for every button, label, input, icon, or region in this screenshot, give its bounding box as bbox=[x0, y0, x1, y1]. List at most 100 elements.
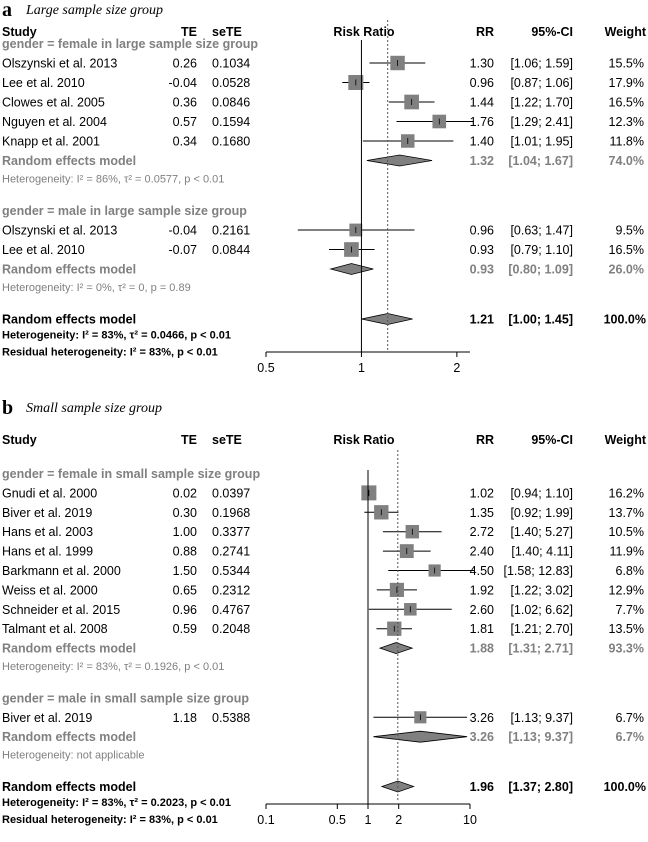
header-study: Study bbox=[2, 25, 37, 39]
overall-weight: 100.0% bbox=[604, 780, 646, 794]
study-weight: 11.9% bbox=[609, 545, 644, 559]
study-row: Hans et al. 2003 1.00 0.3377 2.72 [1.40; 5.2… bbox=[2, 524, 644, 539]
x-tick-label: 0.5 bbox=[257, 361, 274, 375]
study-ci: [1.40; 4.11] bbox=[511, 545, 573, 559]
study-rr: 0.93 bbox=[470, 243, 494, 257]
study-sete: 0.1594 bbox=[212, 115, 250, 129]
study-rr: 3.26 bbox=[470, 711, 494, 725]
subgroup-rr: 1.32 bbox=[470, 154, 494, 168]
residual-heterogeneity: Residual heterogeneity: I² = 83%, p < 0.… bbox=[2, 347, 218, 359]
header-te: TE bbox=[181, 433, 197, 447]
study-sete: 0.2741 bbox=[212, 545, 250, 559]
study-name: Gnudi et al. 2000 bbox=[2, 486, 97, 500]
study-ci: [0.94; 1.10] bbox=[510, 486, 573, 500]
study-name: Olszynski et al. 2013 bbox=[2, 57, 117, 71]
study-te: 0.65 bbox=[173, 583, 197, 597]
study-te: 0.26 bbox=[173, 57, 197, 71]
study-rr: 1.40 bbox=[470, 135, 494, 149]
study-ci: [1.21; 2.70] bbox=[510, 622, 573, 636]
study-name: Knapp et al. 2001 bbox=[2, 135, 100, 149]
overall-rr: 1.21 bbox=[470, 313, 494, 327]
study-sete: 0.5344 bbox=[212, 564, 250, 578]
study-te: 1.00 bbox=[173, 525, 197, 539]
subgroup-ci: [1.31; 2.71] bbox=[508, 642, 573, 656]
subgroup-heterogeneity: Heterogeneity: I² = 86%, τ² = 0.0577, p … bbox=[2, 174, 224, 186]
study-weight: 16.2% bbox=[609, 486, 644, 500]
subgroup-ci: [0.80; 1.09] bbox=[508, 263, 573, 277]
study-te: -0.04 bbox=[169, 224, 198, 238]
study-row: Hans et al. 1999 0.88 0.2741 2.40 [1.40; 4.1… bbox=[2, 544, 644, 559]
header-rr: RR bbox=[476, 433, 494, 447]
header-ci: 95%-CI bbox=[531, 433, 573, 447]
study-sete: 0.2048 bbox=[212, 622, 250, 636]
x-tick-label: 0.5 bbox=[329, 813, 346, 827]
study-ci: [1.02; 6.62] bbox=[510, 603, 573, 617]
subgroup-heterogeneity: Heterogeneity: not applicable bbox=[2, 750, 144, 762]
overall-diamond bbox=[361, 313, 413, 325]
study-row: Nguyen et al. 2004 0.57 0.1594 1.76 [1.29; 2… bbox=[2, 114, 644, 129]
study-name: Biver et al. 2019 bbox=[2, 711, 92, 725]
subgroup-weight: 93.3% bbox=[609, 642, 644, 656]
subgroup-model-label: Random effects model bbox=[2, 154, 136, 168]
study-weight: 16.5% bbox=[609, 96, 644, 110]
group-header: gender = male in small sample size group bbox=[2, 691, 249, 705]
header-weight: Weight bbox=[605, 433, 647, 447]
study-te: -0.07 bbox=[169, 243, 198, 257]
header-ci: 95%-CI bbox=[531, 25, 573, 39]
study-name: Olszynski et al. 2013 bbox=[2, 224, 117, 238]
header-risk-ratio: Risk Ratio bbox=[333, 433, 394, 447]
study-sete: 0.0844 bbox=[212, 243, 250, 257]
study-rr: 1.02 bbox=[470, 486, 494, 500]
study-sete: 0.1034 bbox=[212, 57, 250, 71]
study-ci: [0.87; 1.06] bbox=[510, 76, 573, 90]
subgroup-model-label: Random effects model bbox=[2, 730, 136, 744]
group-header: gender = female in large sample size gro… bbox=[2, 37, 258, 51]
subgroup-weight: 74.0% bbox=[609, 154, 644, 168]
overall-heterogeneity: Heterogeneity: I² = 83%, τ² = 0.2023, p … bbox=[2, 797, 231, 809]
study-row: Clowes et al. 2005 0.36 0.0846 1.44 [1.22; 1… bbox=[2, 94, 644, 110]
study-ci: [1.06; 1.59] bbox=[510, 57, 573, 71]
study-te: 0.02 bbox=[173, 486, 197, 500]
study-ci: [0.79; 1.10] bbox=[510, 243, 573, 257]
study-te: 0.30 bbox=[173, 506, 197, 520]
study-row: Olszynski et al. 2013 0.26 0.1034 1.30 [1.06… bbox=[2, 55, 644, 71]
subgroup-rr: 0.93 bbox=[470, 263, 494, 277]
study-sete: 0.5388 bbox=[212, 711, 250, 725]
study-te: 0.96 bbox=[173, 603, 197, 617]
study-row: Biver et al. 2019 0.30 0.1968 1.35 [0.92; 1.… bbox=[2, 505, 644, 520]
study-rr: 1.44 bbox=[470, 96, 494, 110]
study-sete: 0.0397 bbox=[212, 486, 250, 500]
study-weight: 17.9% bbox=[609, 76, 644, 90]
study-rr: 1.76 bbox=[470, 115, 494, 129]
study-weight: 13.5% bbox=[609, 622, 644, 636]
study-sete: 0.1680 bbox=[212, 135, 250, 149]
subgroup-model-label: Random effects model bbox=[2, 263, 136, 277]
residual-heterogeneity: Residual heterogeneity: I² = 83%, p < 0.… bbox=[2, 814, 218, 826]
study-name: Lee et al. 2010 bbox=[2, 76, 85, 90]
study-weight: 12.9% bbox=[609, 583, 644, 597]
study-rr: 2.60 bbox=[470, 603, 494, 617]
study-row: Weiss et al. 2000 0.65 0.2312 1.92 [1.22; 3.… bbox=[2, 582, 644, 597]
overall-weight: 100.0% bbox=[604, 313, 646, 327]
x-tick-label: 2 bbox=[395, 813, 402, 827]
header-weight: Weight bbox=[605, 25, 647, 39]
group-header: gender = male in large sample size group bbox=[2, 204, 247, 218]
study-weight: 16.5% bbox=[609, 243, 644, 257]
study-rr: 2.40 bbox=[470, 545, 494, 559]
study-te: -0.04 bbox=[169, 76, 198, 90]
study-ci: [1.22; 3.02] bbox=[510, 583, 573, 597]
study-row: Olszynski et al. 2013 -0.04 0.2161 0.96 [0.6… bbox=[2, 224, 644, 238]
study-ci: [1.13; 9.37] bbox=[510, 711, 573, 725]
overall-rr: 1.96 bbox=[470, 780, 494, 794]
subgroup-diamond bbox=[366, 154, 433, 167]
study-weight: 9.5% bbox=[616, 224, 645, 238]
study-name: Schneider et al. 2015 bbox=[2, 603, 120, 617]
study-rr: 1.35 bbox=[470, 506, 494, 520]
study-weight: 11.8% bbox=[609, 135, 644, 149]
study-sete: 0.1968 bbox=[212, 506, 250, 520]
study-te: 0.88 bbox=[173, 545, 197, 559]
study-rr: 1.92 bbox=[470, 583, 494, 597]
study-row: Knapp et al. 2001 0.34 0.1680 1.40 [1.01; 1.… bbox=[2, 134, 644, 149]
study-te: 0.57 bbox=[173, 115, 197, 129]
